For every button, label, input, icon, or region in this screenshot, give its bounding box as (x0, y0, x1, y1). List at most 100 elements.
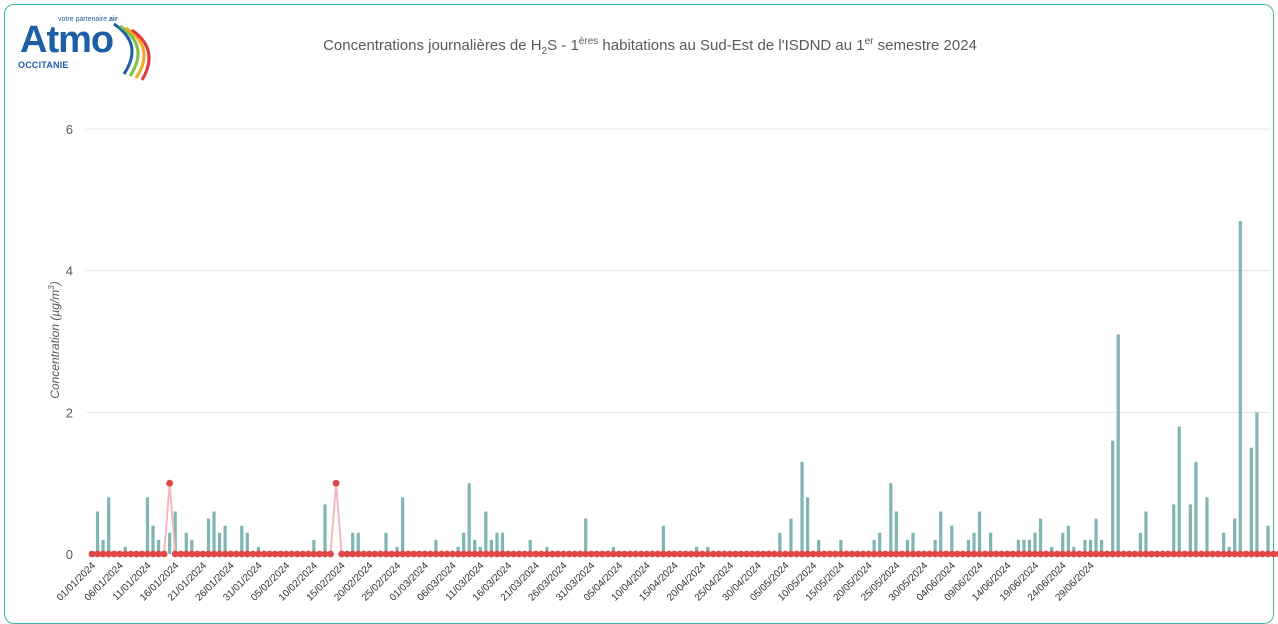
line-point (765, 550, 773, 558)
line-point (149, 550, 157, 558)
y-tick-label: 4 (66, 264, 73, 279)
line-point (576, 550, 584, 558)
bar (434, 539, 438, 554)
line-point (310, 550, 318, 558)
line-point (770, 550, 778, 558)
line-point (371, 550, 379, 558)
bar (1022, 539, 1026, 554)
bar (156, 539, 161, 554)
line-point (260, 550, 268, 558)
line-point (1009, 550, 1017, 558)
bar (1099, 539, 1104, 554)
line-point (1137, 550, 1144, 558)
line-point (859, 550, 867, 558)
line-point (887, 550, 895, 558)
line-point (1081, 550, 1089, 558)
line-point (798, 550, 806, 558)
line-point (848, 550, 856, 558)
line-point (1153, 550, 1161, 558)
line-point (271, 550, 279, 558)
y-tick-label: 0 (66, 547, 73, 562)
line-point (898, 550, 906, 558)
line-point (776, 550, 784, 558)
line-series (88, 479, 1278, 558)
line-point (837, 550, 845, 558)
line-point (1075, 550, 1083, 558)
line-point (1053, 550, 1061, 558)
bar (384, 532, 388, 554)
bar (977, 511, 982, 554)
line-point (737, 550, 745, 558)
line-point (421, 550, 429, 558)
line-point (865, 550, 873, 558)
bar (395, 546, 399, 554)
line-point (99, 550, 107, 558)
line-point (510, 550, 517, 558)
bar (950, 525, 954, 554)
bar (473, 539, 477, 554)
line-point (232, 550, 240, 558)
bar (212, 511, 216, 554)
line-point (1270, 550, 1277, 558)
atmo-occitanie-logo: votre partenaire air Atmo OCCITANIE (16, 14, 156, 84)
bar (778, 532, 782, 554)
logo-region: OCCITANIE (18, 60, 69, 70)
line-point (732, 550, 739, 558)
bar (800, 461, 804, 554)
line-point (221, 550, 229, 558)
line-point (1087, 550, 1094, 558)
bar (168, 532, 172, 554)
line-point (1209, 550, 1216, 558)
line-point (349, 550, 357, 558)
line-point (316, 550, 323, 558)
bar (933, 539, 937, 554)
bar (206, 518, 211, 554)
bar (145, 497, 150, 554)
line-point (1026, 550, 1033, 558)
line-point (238, 550, 246, 558)
line-point (1003, 550, 1011, 558)
line-point (987, 550, 995, 558)
bar (905, 539, 910, 554)
line-point (471, 550, 479, 558)
y-axis-ticks: 0 2 4 6 (66, 122, 73, 562)
line-point (410, 550, 418, 558)
bar (1238, 221, 1242, 555)
line-point (1103, 550, 1111, 558)
line-point (521, 550, 529, 558)
line-point (1247, 550, 1255, 558)
bar (1172, 504, 1176, 554)
line-point (998, 550, 1006, 558)
line-point (365, 550, 373, 558)
line-point (648, 550, 656, 558)
line-point (1203, 550, 1211, 558)
line-point (255, 550, 262, 558)
bar (805, 497, 810, 554)
line-point (127, 550, 135, 558)
line-point (110, 550, 118, 558)
line-point (1059, 550, 1067, 558)
line-point (532, 550, 540, 558)
line-point (182, 550, 190, 558)
logo-swoosh-icon (113, 22, 151, 81)
bar (1227, 546, 1231, 554)
bar (889, 483, 893, 554)
bar (240, 525, 244, 554)
bar (1033, 532, 1037, 554)
line-point (1170, 550, 1178, 558)
bar (1249, 447, 1253, 554)
line-point (138, 550, 146, 558)
line-point (454, 550, 462, 558)
line-point (1242, 550, 1250, 558)
line-point (965, 550, 972, 558)
line-point (793, 550, 800, 558)
bar (1050, 546, 1054, 554)
line-point (665, 550, 673, 558)
line-point (604, 550, 612, 558)
line-point (210, 550, 218, 558)
line-point (804, 550, 811, 558)
line-point (177, 550, 185, 558)
line-point (571, 550, 579, 558)
line-point (1231, 550, 1239, 558)
line-point (282, 550, 290, 558)
